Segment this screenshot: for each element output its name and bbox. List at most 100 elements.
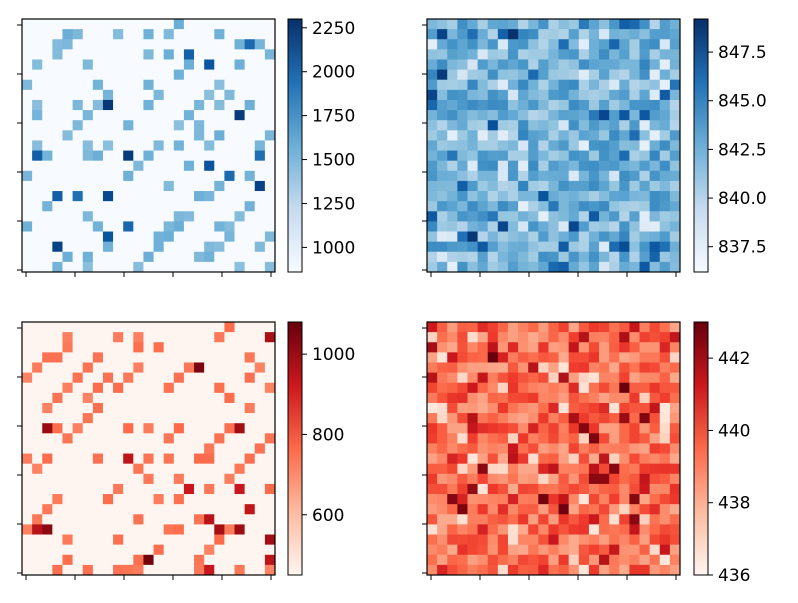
heatmap-cell [244,39,256,50]
heatmap-cell [113,322,124,333]
heatmap-cell [528,180,539,192]
heatmap-cell [42,483,53,495]
heatmap-cell [92,322,104,333]
heatmap-cell [143,201,154,212]
heatmap-cell [659,49,671,60]
heatmap-cell [183,372,195,384]
heatmap-cell [32,534,43,546]
heatmap-cell [254,372,266,384]
heatmap-cell [578,140,590,151]
heatmap-cell [437,170,448,182]
heatmap-cell [619,392,630,404]
heatmap-cell [629,39,640,50]
heatmap-cell [467,413,478,424]
heatmap-cell [447,332,458,343]
heatmap-cell [163,130,175,141]
heatmap-cell [467,160,478,172]
heatmap-cell [194,170,205,182]
heatmap-cell [52,130,63,141]
heatmap-cell [194,554,205,566]
heatmap-cell [82,89,94,101]
heatmap-cell [639,49,651,60]
heatmap-cell [568,39,580,50]
heatmap-cell [599,402,610,414]
heatmap-cell [659,392,671,404]
heatmap-cell [173,352,185,363]
heatmap-cell [183,483,195,495]
heatmap-cell [264,453,276,465]
heatmap-cell [538,554,549,566]
heatmap-cell [22,463,33,475]
heatmap-cell [224,160,235,172]
heatmap-cell [52,231,63,243]
heatmap-cell [427,99,438,111]
heatmap-cell [82,494,94,505]
heatmap-cell [72,544,84,556]
heatmap-cell [538,251,549,263]
heatmap-cell [649,69,661,81]
heatmap-cell [113,544,124,556]
heatmap-cell [173,110,185,121]
heatmap-cell [224,554,235,566]
colorbar-tick-label: 1000 [312,345,355,365]
heatmap-cell [629,120,640,131]
heatmap-cell [254,69,266,81]
heatmap-cell [538,463,549,475]
heatmap-cell [204,110,215,121]
heatmap-cell [619,372,630,384]
heatmap-cell [173,413,185,424]
heatmap-cell [639,140,651,151]
heatmap-cell [528,402,539,414]
heatmap-cell [629,99,640,111]
heatmap-cell [518,413,529,424]
heatmap-cell [497,524,509,535]
heatmap-cell [538,150,549,162]
heatmap-cell [578,221,590,232]
heatmap-cell [578,372,590,384]
heatmap-cell [669,544,681,556]
heatmap-cell [639,251,651,263]
heatmap-cell [507,191,519,202]
heatmap-cell [457,19,468,30]
heatmap-cell [497,483,509,495]
heatmap-cell [649,170,661,182]
heatmap-cell [578,524,590,535]
heatmap-cell [487,49,499,60]
heatmap-cell [669,443,681,454]
heatmap-cell [82,251,94,263]
heatmap-cell [123,69,134,81]
heatmap-cell [153,322,165,333]
heatmap-cell [447,423,458,434]
heatmap-cell [102,79,114,91]
heatmap-cell [153,251,165,263]
heatmap-cell [123,130,134,141]
heatmap-cell [497,362,509,373]
heatmap-cell [447,19,458,30]
heatmap-cell [497,231,509,243]
heatmap-cell [173,251,185,263]
heatmap-cell [447,352,458,363]
heatmap-cell [143,160,154,172]
heatmap-cell [629,191,640,202]
heatmap-cell [244,160,256,172]
heatmap-cell [437,453,448,465]
heatmap-cell [244,453,256,465]
heatmap-cell [548,19,559,30]
heatmap-cell [558,180,570,192]
heatmap-cell [244,413,256,424]
heatmap-cell [639,423,651,434]
heatmap-cell [609,483,620,495]
heatmap-cell [183,362,195,373]
heatmap-cell [629,251,640,263]
heatmap-cell [437,504,448,515]
heatmap-cell [72,564,84,576]
heatmap-cell [32,483,43,495]
heatmap-cell [507,322,519,333]
heatmap-cell [214,483,225,495]
heatmap-cell [599,160,610,172]
heatmap-cell [447,342,458,353]
heatmap-cell [558,322,570,333]
heatmap-cell [588,443,600,454]
heatmap-cell [143,413,154,424]
heatmap-cell [669,402,681,414]
